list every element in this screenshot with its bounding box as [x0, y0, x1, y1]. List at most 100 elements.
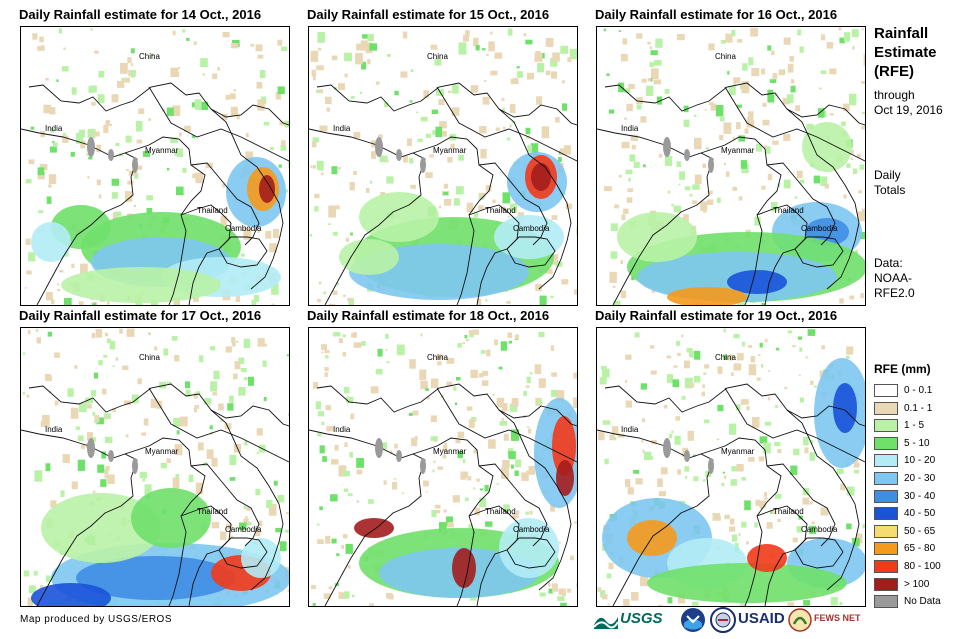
rain-area	[131, 488, 211, 548]
rain-speckle	[725, 33, 733, 43]
rain-speckle	[716, 438, 720, 441]
rain-speckle	[551, 71, 557, 79]
rain-speckle	[740, 160, 748, 169]
country-border	[210, 409, 284, 591]
rain-speckle	[361, 341, 366, 346]
rain-speckle	[225, 94, 231, 100]
rain-speckle	[54, 400, 59, 406]
rain-speckle	[255, 488, 261, 496]
rain-speckle	[602, 368, 610, 378]
rain-speckle	[681, 396, 686, 400]
map-label-china: China	[139, 52, 160, 61]
legend-title: RFE (mm)	[874, 362, 931, 376]
rain-speckle	[625, 354, 632, 360]
rain-speckle	[620, 290, 627, 298]
rain-speckle	[311, 141, 317, 148]
rain-speckle	[755, 499, 760, 506]
rain-speckle	[111, 192, 118, 199]
rain-speckle	[331, 538, 337, 544]
rain-speckle	[845, 355, 850, 359]
rain-speckle	[602, 420, 611, 425]
rain-speckle	[693, 476, 699, 482]
rain-speckle	[703, 372, 707, 375]
rain-speckle	[130, 63, 133, 67]
rain-speckle	[681, 334, 684, 338]
rain-speckle	[651, 288, 656, 293]
rain-speckle	[321, 344, 327, 350]
rain-speckle	[345, 543, 353, 554]
rain-speckle	[702, 384, 705, 389]
rain-speckle	[61, 66, 69, 72]
legend-label: No Data	[904, 596, 941, 608]
rain-speckle	[174, 444, 183, 456]
rain-speckle	[410, 69, 414, 73]
legend-label: 10 - 20	[904, 455, 936, 467]
rain-speckle	[353, 342, 362, 348]
rain-speckle	[41, 44, 44, 47]
rain-speckle	[435, 510, 441, 514]
rain-speckle	[820, 176, 828, 186]
rain-speckle	[574, 521, 577, 524]
rain-speckle	[273, 480, 278, 486]
rain-speckle	[436, 354, 444, 360]
panel-oct-19: Daily Rainfall estimate for 19 Oct., 201…	[595, 305, 867, 607]
rain-speckle	[442, 445, 448, 452]
rain-speckle	[625, 400, 632, 408]
legend-item: 30 - 40	[874, 489, 964, 505]
country-border	[218, 537, 268, 569]
rain-speckle	[52, 142, 58, 147]
rain-speckle	[159, 381, 166, 389]
rain-speckle	[342, 351, 346, 357]
rainfall-map: China India Myanmar Thailand Cambodia	[596, 26, 866, 306]
rain-speckle	[545, 37, 554, 47]
rain-speckle	[521, 472, 529, 481]
rain-speckle	[476, 478, 480, 482]
rain-speckle	[664, 155, 673, 166]
rain-speckle	[502, 107, 505, 112]
rain-speckle	[476, 298, 482, 305]
panel-title: Daily Rainfall estimate for 15 Oct., 201…	[307, 7, 550, 22]
rain-speckle	[799, 397, 804, 403]
rain-speckle	[732, 186, 738, 191]
rain-speckle	[829, 68, 837, 75]
country-border	[794, 537, 844, 569]
rain-speckle	[230, 106, 238, 117]
legend-swatch	[874, 436, 898, 450]
rain-speckle	[763, 442, 771, 454]
rain-speckle	[854, 469, 860, 474]
rain-speckle	[71, 263, 75, 268]
country-border	[478, 463, 548, 547]
rain-speckle	[328, 223, 331, 225]
no-data-area	[684, 149, 690, 161]
rain-speckle	[862, 112, 865, 114]
rain-speckle	[107, 300, 110, 305]
rain-speckle	[787, 330, 792, 334]
rain-speckle	[244, 377, 248, 381]
legend-label: 20 - 30	[904, 473, 936, 484]
rain-speckle	[767, 45, 772, 51]
rain-speckle	[317, 411, 324, 417]
rain-speckle	[551, 215, 558, 220]
rain-speckle	[175, 474, 179, 479]
rain-speckle	[196, 391, 201, 394]
rain-speckle	[735, 122, 741, 130]
rain-speckle	[700, 201, 708, 211]
rain-speckle	[171, 335, 178, 341]
rain-speckle	[365, 42, 373, 54]
rain-speckle	[393, 478, 397, 480]
legend-label: > 100	[904, 578, 930, 590]
rain-speckle	[550, 295, 554, 299]
rain-speckle	[464, 334, 468, 339]
sidebar-through: through Oct 19, 2016	[874, 88, 943, 117]
rain-speckle	[222, 183, 226, 188]
rain-speckle	[452, 84, 459, 94]
noaa-logo	[680, 604, 706, 634]
rain-speckle	[315, 401, 321, 410]
rain-speckle	[790, 85, 796, 93]
rain-speckle	[316, 160, 324, 170]
rain-speckle	[248, 376, 254, 386]
rain-speckle	[486, 349, 491, 357]
map-label-myanmar: Myanmar	[145, 447, 179, 456]
rain-speckle	[623, 208, 629, 214]
rain-speckle	[741, 521, 747, 528]
